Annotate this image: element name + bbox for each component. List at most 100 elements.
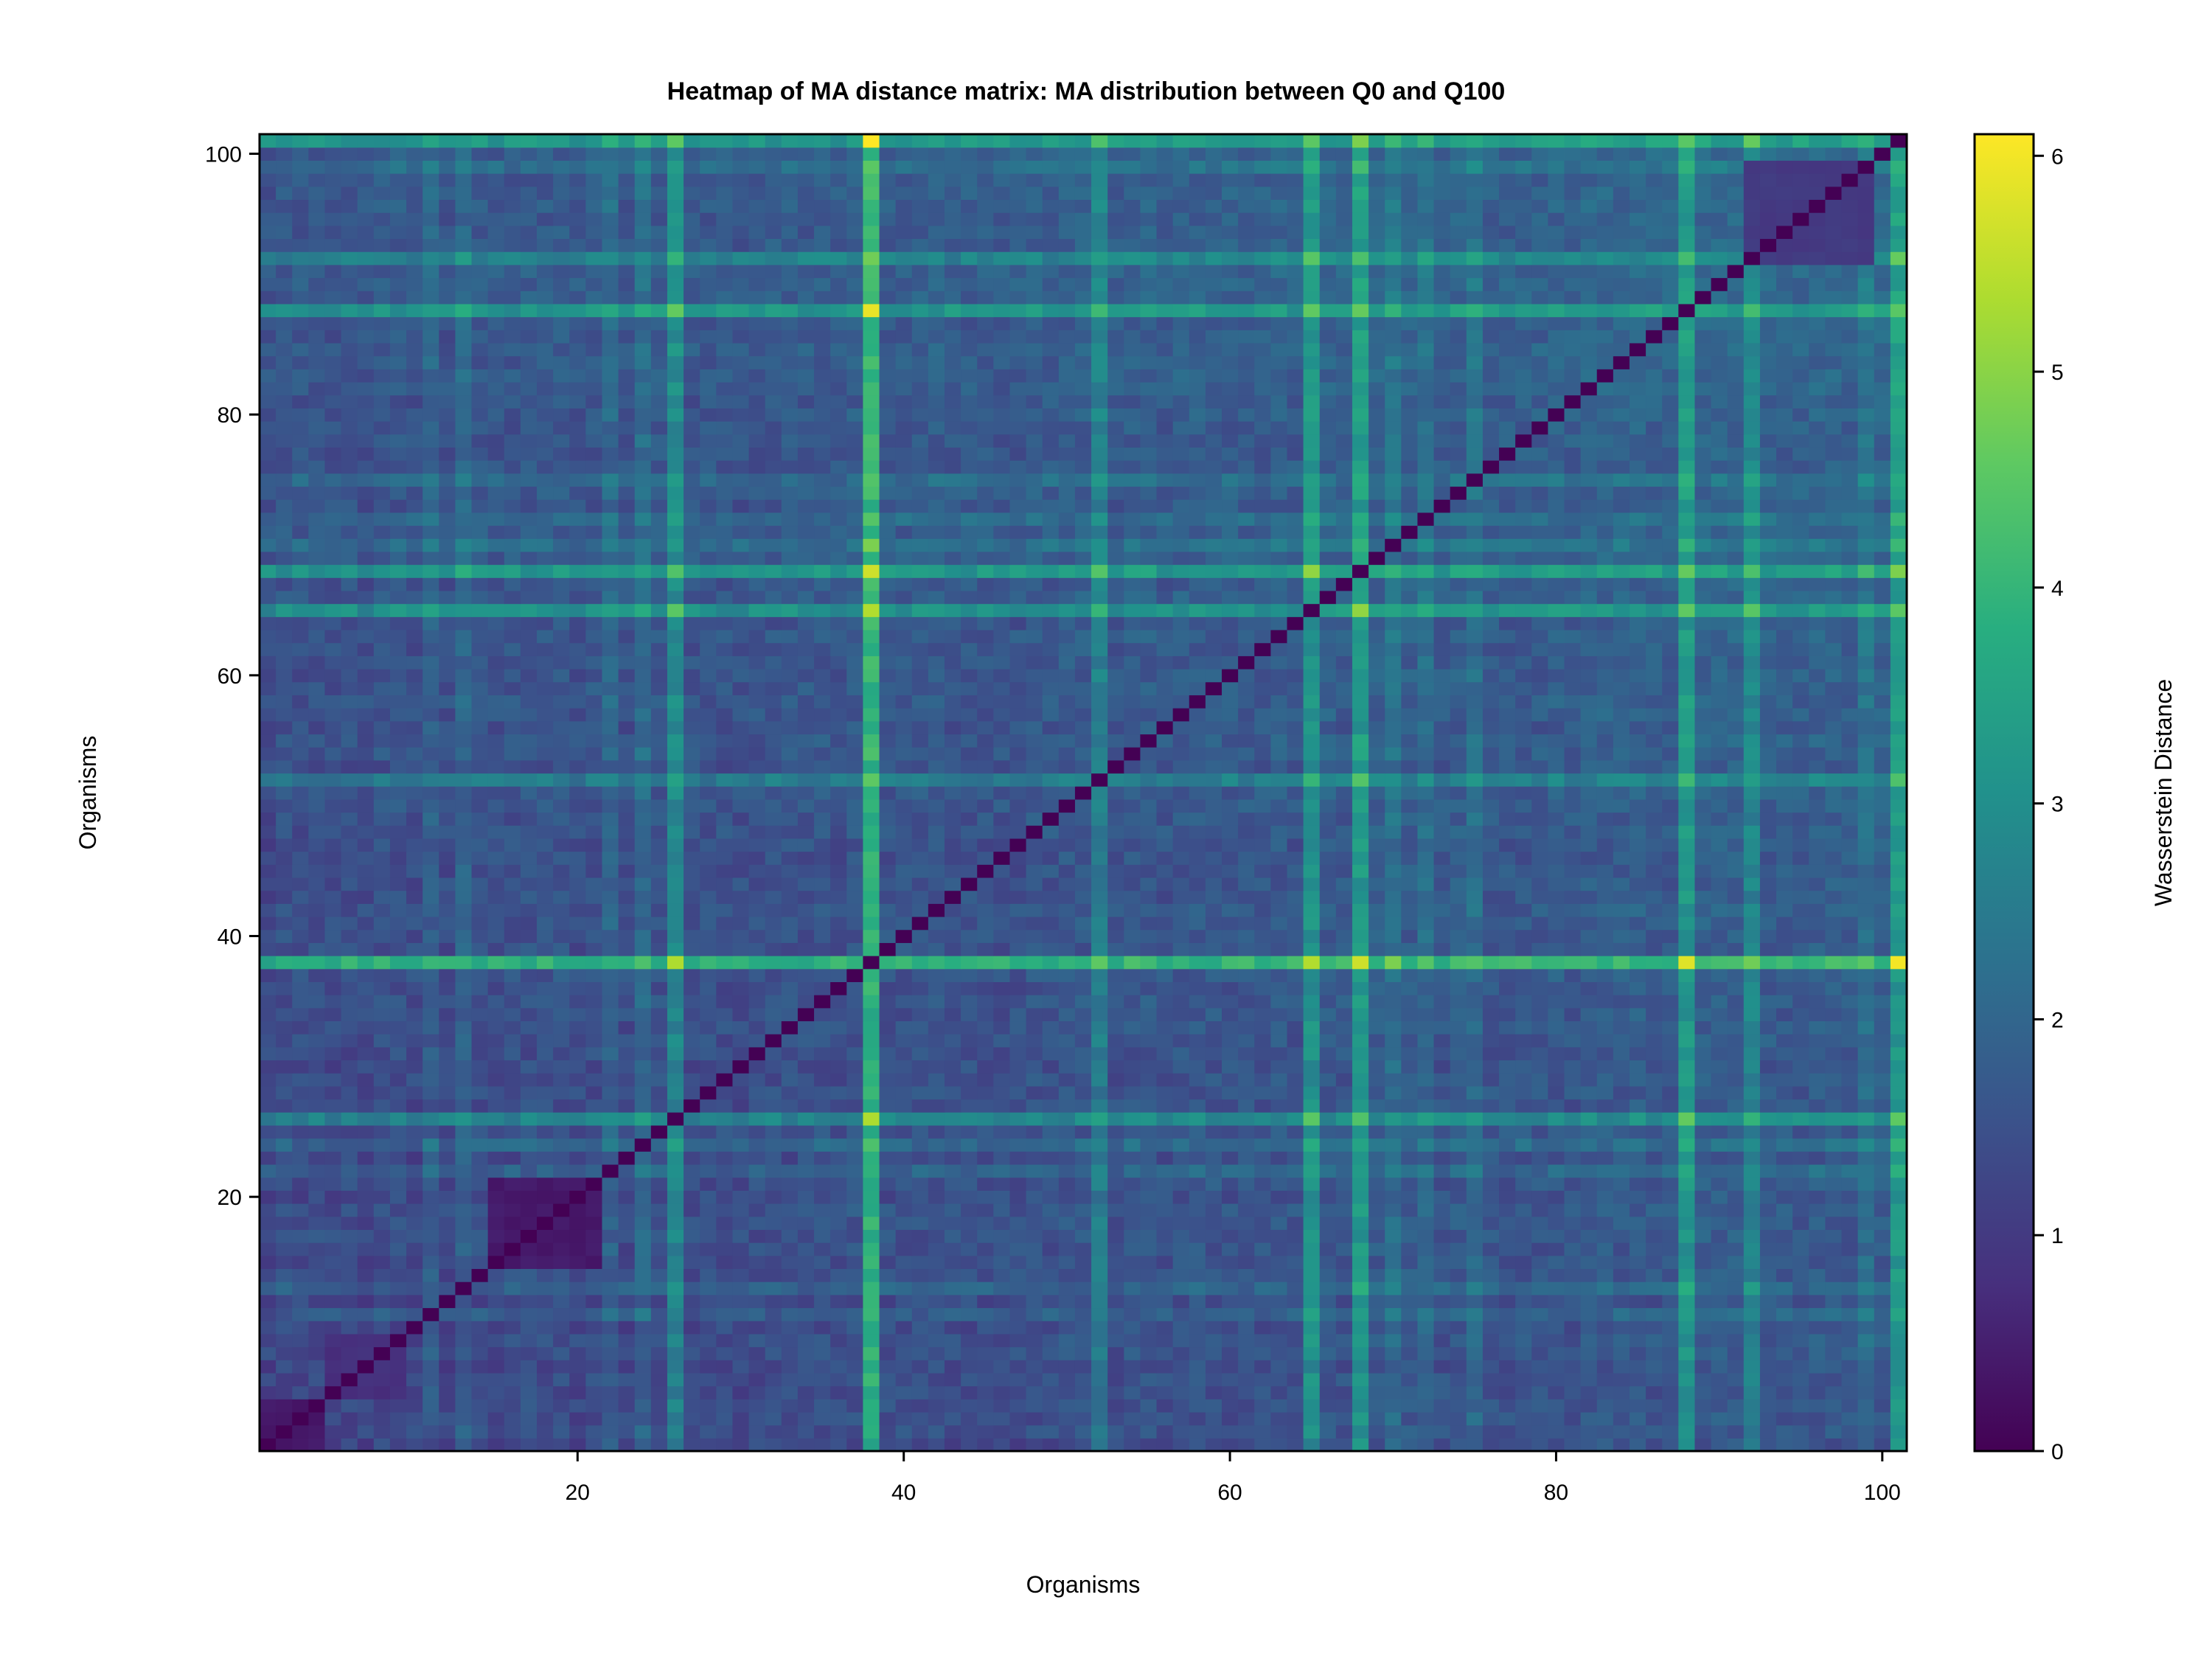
heatmap-cell: [389, 1190, 407, 1204]
heatmap-cell: [1385, 981, 1402, 995]
heatmap-cell: [1335, 1321, 1353, 1335]
heatmap-cell: [765, 1242, 782, 1256]
heatmap-cell: [1238, 1138, 1255, 1152]
heatmap-cell: [618, 942, 636, 956]
heatmap-cell: [520, 942, 538, 956]
heatmap-cell: [439, 1321, 456, 1335]
heatmap-cell: [1254, 864, 1271, 878]
heatmap-cell: [357, 1438, 375, 1452]
heatmap-cell: [1091, 1190, 1108, 1204]
heatmap-cell: [1792, 1099, 1809, 1113]
heatmap-cell: [1254, 1085, 1271, 1100]
heatmap-cell: [1482, 1046, 1500, 1061]
heatmap-cell: [700, 1112, 717, 1126]
heatmap-cell: [1385, 1229, 1402, 1243]
heatmap-cell: [618, 1372, 636, 1387]
heatmap-cell: [553, 1151, 570, 1165]
heatmap-cell: [977, 1177, 994, 1191]
heatmap-cell: [1776, 1346, 1793, 1360]
heatmap-cell: [716, 903, 734, 917]
heatmap-cell: [260, 825, 276, 839]
heatmap-cell: [650, 838, 668, 852]
heatmap-cell: [944, 1321, 961, 1335]
heatmap-cell: [276, 1333, 293, 1348]
heatmap-cell: [1564, 812, 1582, 826]
heatmap-cell: [389, 864, 407, 878]
heatmap-cell: [1270, 1124, 1288, 1139]
heatmap-cell: [1124, 1425, 1141, 1439]
heatmap-cell: [1874, 1333, 1891, 1348]
heatmap-cell: [1809, 851, 1826, 865]
heatmap-cell: [1678, 1333, 1696, 1348]
heatmap-cell: [977, 1242, 994, 1256]
heatmap-cell: [406, 1385, 423, 1399]
heatmap-cell: [487, 1164, 505, 1178]
heatmap-cell: [928, 1124, 945, 1139]
heatmap-cell: [602, 1034, 619, 1048]
heatmap-cell: [1058, 1099, 1076, 1113]
heatmap-cell: [1287, 1281, 1304, 1295]
heatmap-cell: [569, 1124, 586, 1139]
heatmap-cell: [1009, 1164, 1027, 1178]
heatmap-cell: [1319, 1438, 1337, 1452]
heatmap-cell: [569, 1034, 586, 1048]
heatmap-cell: [1335, 1268, 1353, 1282]
heatmap-cell: [1401, 1321, 1419, 1335]
heatmap-cell: [1743, 890, 1761, 904]
heatmap-cell: [1809, 1034, 1826, 1048]
heatmap-cell: [520, 1190, 538, 1204]
heatmap-cell: [1613, 929, 1630, 943]
heatmap-cell: [1629, 1229, 1646, 1243]
heatmap-cell: [292, 1124, 309, 1139]
heatmap-cell: [1140, 1268, 1158, 1282]
heatmap-cell: [732, 1411, 750, 1426]
heatmap-cell: [1270, 812, 1288, 826]
heatmap-cell: [1074, 1007, 1092, 1022]
heatmap-cell: [1189, 1294, 1206, 1309]
heatmap-cell: [504, 1190, 521, 1204]
heatmap-cell: [537, 864, 554, 878]
heatmap-cell: [1694, 1385, 1712, 1399]
heatmap-cell: [1613, 1360, 1630, 1374]
heatmap-cell: [830, 1242, 847, 1256]
heatmap-cell: [569, 1151, 586, 1165]
heatmap-cell: [684, 1385, 700, 1399]
heatmap-cell: [1009, 1425, 1027, 1439]
heatmap-cell: [1564, 956, 1582, 970]
heatmap-cell: [928, 1294, 945, 1309]
heatmap-cell: [928, 1177, 945, 1191]
heatmap-cell: [1335, 1216, 1353, 1230]
heatmap-cell: [1222, 1360, 1239, 1374]
heatmap-cell: [1809, 825, 1826, 839]
heatmap-cell: [471, 1411, 489, 1426]
heatmap-cell: [1091, 956, 1108, 970]
heatmap-cell: [911, 903, 929, 917]
heatmap-cell: [487, 1438, 505, 1452]
heatmap-cell: [1091, 1411, 1108, 1426]
heatmap-cell: [1156, 956, 1174, 970]
heatmap-cell: [830, 1164, 847, 1178]
heatmap-cell: [1874, 1360, 1891, 1374]
heatmap-cell: [537, 1085, 554, 1100]
heatmap-cell: [569, 851, 586, 865]
heatmap-cell: [700, 1203, 717, 1217]
heatmap-cell: [260, 1411, 276, 1426]
heatmap-cell: [1515, 1046, 1532, 1061]
heatmap-cell: [439, 851, 456, 865]
heatmap-cell: [684, 1438, 700, 1452]
heatmap-cell: [439, 1151, 456, 1165]
heatmap-cell: [1678, 1242, 1696, 1256]
heatmap-cell: [1646, 1216, 1663, 1230]
heatmap-cell: [439, 1060, 456, 1074]
heatmap-cell: [520, 1321, 538, 1335]
heatmap-cell: [1433, 1007, 1451, 1022]
heatmap-cell: [1238, 1281, 1255, 1295]
heatmap-cell: [765, 1138, 782, 1152]
heatmap-cell: [1042, 1164, 1060, 1178]
heatmap-cell: [1238, 1255, 1255, 1270]
heatmap-cell: [1303, 1073, 1321, 1087]
heatmap-cell: [585, 799, 603, 813]
heatmap-cell: [814, 1307, 831, 1321]
heatmap-cell: [373, 1099, 391, 1113]
heatmap-cell: [700, 1007, 717, 1022]
